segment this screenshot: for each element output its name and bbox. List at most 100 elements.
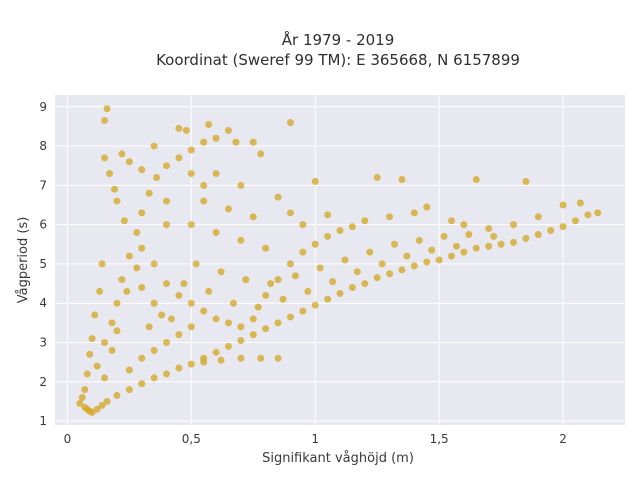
data-point bbox=[316, 264, 324, 272]
data-point bbox=[187, 299, 195, 307]
data-point bbox=[522, 177, 530, 185]
data-point bbox=[138, 244, 146, 252]
data-point bbox=[299, 221, 307, 229]
data-point bbox=[435, 256, 443, 264]
data-point bbox=[76, 399, 84, 407]
y-tick-label: 2 bbox=[39, 375, 47, 389]
data-point bbox=[224, 126, 232, 134]
data-point bbox=[93, 362, 101, 370]
data-point bbox=[559, 201, 567, 209]
data-point bbox=[187, 170, 195, 178]
data-point bbox=[101, 154, 109, 162]
data-point bbox=[348, 284, 356, 291]
data-point bbox=[153, 174, 161, 181]
data-point bbox=[324, 211, 332, 219]
data-point bbox=[163, 221, 171, 229]
data-point bbox=[113, 327, 121, 335]
data-point bbox=[187, 221, 195, 229]
data-point bbox=[584, 211, 592, 219]
data-point bbox=[237, 337, 245, 345]
data-point bbox=[125, 386, 133, 394]
data-point bbox=[212, 229, 220, 236]
data-point bbox=[200, 358, 208, 366]
data-point bbox=[205, 120, 213, 128]
data-point bbox=[485, 242, 493, 250]
data-point bbox=[403, 252, 411, 260]
data-point bbox=[118, 276, 126, 284]
data-point bbox=[237, 181, 245, 189]
data-point bbox=[125, 252, 133, 260]
data-point bbox=[324, 295, 332, 303]
data-point bbox=[286, 260, 294, 268]
data-point bbox=[311, 240, 319, 248]
data-point bbox=[472, 244, 480, 252]
data-point bbox=[594, 209, 602, 217]
data-point bbox=[274, 354, 282, 362]
data-point bbox=[291, 272, 299, 280]
data-point bbox=[257, 354, 265, 362]
data-point bbox=[187, 146, 195, 154]
data-point bbox=[415, 236, 423, 244]
data-point bbox=[138, 354, 146, 362]
data-point bbox=[86, 350, 94, 358]
data-point bbox=[341, 256, 349, 264]
data-point bbox=[262, 244, 270, 252]
data-point bbox=[200, 138, 208, 146]
data-point bbox=[138, 380, 146, 388]
data-point bbox=[96, 287, 104, 295]
data-point bbox=[98, 401, 106, 409]
data-point bbox=[571, 217, 579, 225]
data-point bbox=[423, 258, 431, 266]
data-point bbox=[106, 170, 114, 178]
data-point bbox=[163, 162, 171, 170]
data-point bbox=[108, 319, 116, 327]
data-point bbox=[237, 354, 245, 362]
data-point bbox=[212, 134, 220, 142]
data-point bbox=[163, 280, 171, 288]
data-point bbox=[133, 264, 141, 272]
data-point bbox=[361, 280, 369, 288]
data-point bbox=[237, 323, 245, 331]
data-point bbox=[175, 291, 183, 299]
data-point bbox=[509, 221, 517, 229]
data-point bbox=[138, 284, 146, 291]
data-point bbox=[98, 260, 106, 268]
data-point bbox=[398, 175, 406, 183]
data-point bbox=[187, 323, 195, 331]
data-point bbox=[324, 232, 332, 240]
data-point bbox=[485, 225, 493, 233]
y-tick-label: 8 bbox=[39, 139, 47, 153]
data-point bbox=[391, 240, 399, 248]
data-point bbox=[150, 346, 158, 354]
data-point bbox=[212, 170, 220, 178]
data-point bbox=[267, 280, 275, 288]
data-point bbox=[150, 299, 158, 307]
data-point bbox=[145, 323, 153, 331]
data-point bbox=[465, 230, 473, 238]
data-point bbox=[262, 325, 270, 333]
scatter-points bbox=[76, 105, 602, 416]
data-point bbox=[373, 274, 381, 282]
data-point bbox=[175, 331, 183, 339]
data-point bbox=[103, 397, 111, 405]
chart-title: År 1979 - 2019 bbox=[282, 30, 395, 49]
data-point bbox=[279, 295, 287, 303]
data-point bbox=[212, 315, 220, 323]
chart-subtitle: Koordinat (Sweref 99 TM): E 365668, N 61… bbox=[156, 51, 520, 69]
data-point bbox=[353, 268, 361, 276]
data-point bbox=[108, 346, 116, 354]
data-point bbox=[286, 119, 294, 126]
data-point bbox=[101, 374, 109, 382]
data-point bbox=[329, 278, 337, 286]
data-point bbox=[175, 154, 183, 162]
data-point bbox=[472, 175, 480, 183]
data-point bbox=[163, 370, 171, 378]
data-point bbox=[373, 174, 381, 181]
data-point bbox=[386, 213, 394, 221]
data-point bbox=[163, 339, 171, 346]
data-point bbox=[145, 189, 153, 197]
data-point bbox=[192, 260, 200, 268]
data-point bbox=[336, 289, 344, 297]
data-point bbox=[212, 348, 220, 356]
